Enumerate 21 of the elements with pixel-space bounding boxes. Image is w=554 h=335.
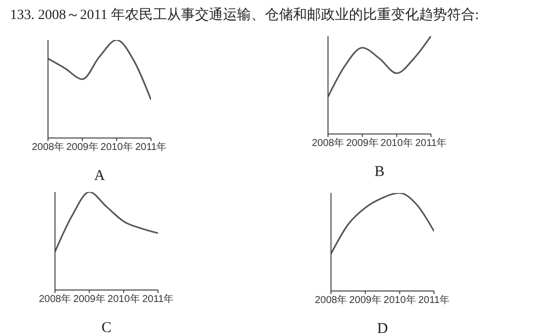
x-tick-label: 2008年 [312,137,344,150]
x-tick-label: 2008年 [314,294,348,306]
x-tick-label: 2009年 [66,141,98,154]
x-tick-label: 2009年 [349,294,382,306]
text: 133. 2008～2011 年农民工从事交通运输、仓储和邮政业的比重变化趋势符合: [10,6,479,24]
x-tick-label: 2011年 [142,293,174,306]
x-tick-label: 2010年 [380,137,413,150]
x-axis-title: D [376,321,389,335]
x-tick-label: 2009年 [346,137,378,150]
x-axis-title: C [100,320,112,335]
x-tick-label: 2008年 [32,141,64,154]
x-tick-label: 2009年 [73,293,106,306]
x-axis-title: B [373,164,386,181]
x-tick-label: 2008年 [38,293,72,306]
x-tick-label: 2010年 [384,294,416,306]
x-tick-label: 2011年 [135,141,167,154]
x-tick-label: 2010年 [100,141,133,154]
x-tick-label: 2011年 [418,294,450,306]
x-axis-title: A [93,168,106,185]
x-tick-label: 2010年 [108,293,140,306]
x-tick-label: 2011年 [415,137,447,150]
